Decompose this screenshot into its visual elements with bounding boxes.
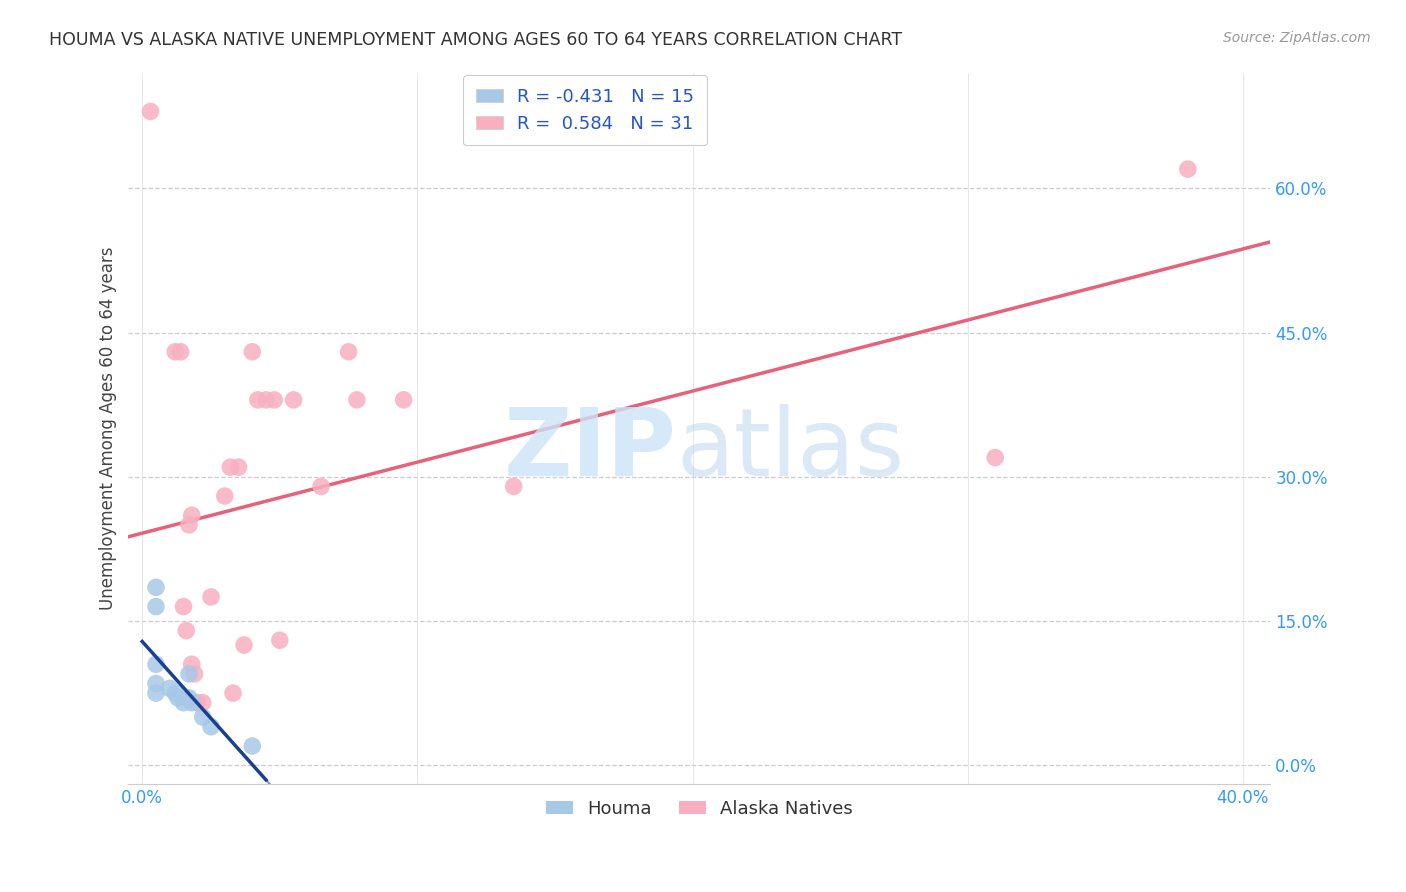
Point [139,104,162,119]
Point [177,690,200,705]
Text: ZIP: ZIP [503,404,676,496]
Point [200,720,222,734]
Point [240,739,263,753]
Point [309,479,332,493]
Point [240,344,263,359]
Text: atlas: atlas [676,404,905,496]
Point [200,590,222,604]
Point [165,344,187,359]
Point [145,657,167,672]
Point [219,460,242,475]
Point [346,392,368,407]
Point [246,392,269,407]
Point [337,344,360,359]
Point [159,681,181,696]
Point [263,392,285,407]
Point [183,666,205,681]
Point [191,710,214,724]
Point [177,666,200,681]
Point [233,638,256,652]
Text: Source: ZipAtlas.com: Source: ZipAtlas.com [1223,31,1371,45]
Point [186,696,208,710]
Point [145,686,167,700]
Point [145,676,167,690]
Point [173,599,195,614]
Point [1177,162,1199,177]
Legend: Houma, Alaska Natives: Houma, Alaska Natives [538,793,860,825]
Point [392,392,415,407]
Point [145,599,167,614]
Point [165,686,187,700]
Point [180,696,202,710]
Y-axis label: Unemployment Among Ages 60 to 64 years: Unemployment Among Ages 60 to 64 years [100,247,117,610]
Point [180,657,202,672]
Point [283,392,305,407]
Text: HOUMA VS ALASKA NATIVE UNEMPLOYMENT AMONG AGES 60 TO 64 YEARS CORRELATION CHART: HOUMA VS ALASKA NATIVE UNEMPLOYMENT AMON… [49,31,903,49]
Point [177,517,200,532]
Point [254,392,277,407]
Point [191,696,214,710]
Point [269,633,291,648]
Point [502,479,524,493]
Point [214,489,236,503]
Point [145,580,167,594]
Point [173,696,195,710]
Point [170,344,193,359]
Point [186,696,208,710]
Point [984,450,1007,465]
Point [222,686,245,700]
Point [228,460,250,475]
Point [174,624,197,638]
Point [180,508,202,523]
Point [167,690,190,705]
